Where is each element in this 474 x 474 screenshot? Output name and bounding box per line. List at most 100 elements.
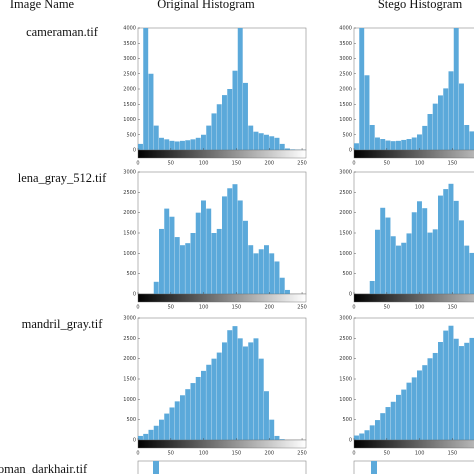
x-tick-label: 0	[136, 451, 139, 457]
histogram-bar	[185, 389, 191, 440]
histogram-bar	[180, 245, 185, 294]
y-tick-label: 3500	[339, 41, 352, 47]
histogram-bar	[432, 229, 438, 294]
x-tick-label: 0	[352, 305, 355, 311]
x-tick-label: 50	[384, 451, 390, 457]
histogram-bar	[464, 124, 470, 150]
histogram-bar	[427, 232, 433, 294]
histogram-bar	[143, 433, 149, 440]
histogram-bar	[159, 228, 164, 294]
histogram-bar	[406, 382, 412, 440]
histogram-bar	[222, 342, 227, 440]
histogram-bar	[148, 73, 154, 150]
x-tick-label: 250	[297, 451, 307, 457]
histogram-bar	[469, 131, 474, 150]
x-tick-label: 50	[384, 305, 390, 311]
y-tick-label: 3000	[339, 170, 352, 176]
histogram-bar	[206, 208, 212, 294]
x-tick-label: 100	[199, 451, 209, 457]
histogram-bar	[375, 229, 380, 294]
histogram-bar	[459, 346, 464, 440]
histogram-bar	[264, 245, 269, 294]
x-tick-label: 150	[448, 161, 458, 167]
x-tick-label: 100	[415, 161, 425, 167]
histogram-bar	[401, 242, 407, 294]
y-tick-label: 1000	[339, 397, 352, 403]
histogram-bar	[432, 103, 438, 150]
histogram-bar	[164, 208, 170, 294]
histogram-bar	[227, 89, 233, 150]
histogram-bar	[438, 95, 443, 150]
histogram-bar	[206, 364, 212, 440]
histogram-bar	[227, 188, 233, 294]
image-name: lena_gray_512.tif	[18, 171, 107, 185]
x-tick-label: 50	[168, 305, 174, 311]
histogram-bar	[422, 125, 428, 150]
y-tick-label: 3500	[123, 41, 136, 47]
histogram-bar	[464, 342, 470, 440]
y-tick-label: 2500	[339, 71, 352, 77]
histogram-bar	[237, 338, 243, 440]
y-tick-label: 0	[349, 148, 352, 154]
x-tick-label: 250	[297, 161, 307, 167]
image-name: woman_darkhair.tif	[0, 462, 88, 474]
y-tick-label: 1500	[339, 102, 352, 108]
histogram-bar	[459, 83, 464, 150]
y-tick-label: 1000	[123, 397, 136, 403]
histogram-bar	[185, 243, 191, 294]
histogram-bar	[216, 104, 222, 150]
y-tick-label: 2500	[339, 190, 352, 196]
y-tick-label: 2000	[339, 210, 352, 216]
histogram-bar	[427, 358, 433, 440]
x-tick-label: 150	[448, 305, 458, 311]
histogram-bar	[396, 140, 401, 150]
histogram-bar	[380, 207, 386, 294]
y-tick-label: 2000	[123, 87, 136, 93]
histogram-bar	[164, 413, 170, 440]
y-tick-label: 500	[342, 132, 352, 138]
histogram-bar	[174, 141, 180, 150]
histogram-bar	[380, 413, 386, 440]
histogram-bar	[243, 220, 248, 294]
header-cell: Image Name	[10, 0, 75, 11]
histogram-bar	[211, 113, 217, 150]
histogram-bar	[253, 253, 259, 294]
histogram-bar	[243, 82, 248, 150]
histogram-bar	[159, 419, 164, 440]
y-tick-label: 1000	[339, 251, 352, 257]
histogram-bar	[190, 233, 196, 294]
histogram-bar	[180, 395, 185, 440]
plot-frame	[353, 460, 474, 474]
histogram-bar	[453, 338, 459, 440]
histogram-bar	[274, 435, 280, 440]
histogram-bar	[359, 433, 365, 440]
y-tick-label: 1500	[339, 231, 352, 237]
histogram-bar	[385, 217, 391, 294]
histogram-bar	[369, 425, 375, 440]
histogram-bar	[432, 352, 438, 440]
histogram-bar	[216, 352, 222, 440]
histogram-bar	[248, 245, 254, 294]
histogram-bar	[385, 407, 391, 440]
histogram-bar	[237, 28, 243, 150]
histogram-bar	[232, 184, 238, 294]
histogram-bar	[206, 125, 212, 150]
y-tick-label: 0	[349, 292, 352, 298]
histogram-bar	[190, 139, 196, 150]
x-tick-label: 250	[297, 305, 307, 311]
y-tick-label: 1000	[339, 117, 352, 123]
histogram-bar	[237, 200, 243, 294]
y-tick-label: 4000	[123, 26, 136, 32]
y-tick-label: 3000	[339, 316, 352, 322]
gray-colorbar	[137, 149, 307, 159]
histogram-bar	[390, 141, 396, 150]
gray-colorbar	[353, 439, 474, 449]
histogram-bar	[222, 196, 227, 294]
histogram-bar	[279, 277, 285, 294]
gray-colorbar	[353, 149, 474, 159]
histogram-bar	[375, 420, 380, 440]
histogram-bar	[153, 125, 159, 150]
histogram-bar	[232, 70, 238, 150]
